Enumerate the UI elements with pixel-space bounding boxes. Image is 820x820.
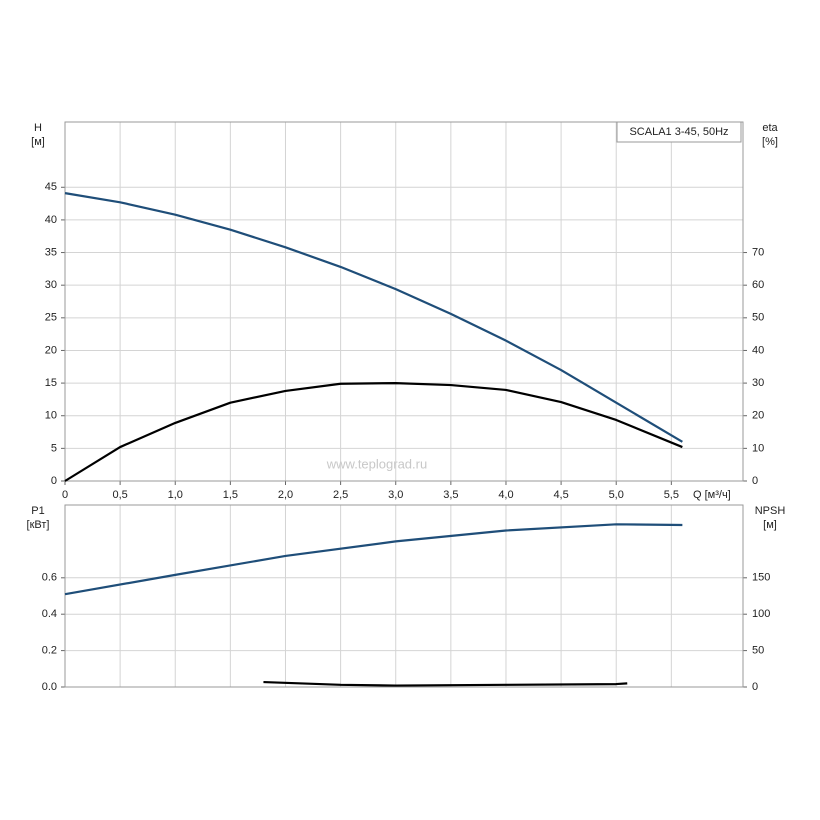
series-line [64, 523, 683, 596]
y-tick-label: 0.0 [42, 681, 57, 693]
x-tick-label: 0,5 [112, 489, 127, 501]
y2-axis-unit: [%] [762, 136, 778, 148]
x-tick-label: 1,0 [168, 489, 183, 501]
y-tick-label: 5 [51, 442, 57, 454]
series-line [64, 381, 683, 482]
y2-tick-label: 50 [752, 312, 764, 324]
y2-axis-label: eta [762, 122, 778, 134]
y-tick-label: 0.6 [42, 572, 57, 584]
y-tick-label: 45 [45, 181, 57, 193]
x-tick-label: 2,5 [333, 489, 348, 501]
x-tick-label: 0 [62, 489, 68, 501]
x-axis-label: Q [м³/ч] [693, 489, 731, 501]
plot-frame [64, 504, 744, 688]
y2-axis-label: NPSH [755, 505, 786, 517]
x-tick-label: 4,0 [498, 489, 513, 501]
y2-tick-label: 150 [752, 572, 770, 584]
y-tick-label: 30 [45, 279, 57, 291]
x-tick-label: 3,0 [388, 489, 403, 501]
y2-tick-label: 70 [752, 246, 764, 258]
x-tick-label: 5,0 [609, 489, 624, 501]
y-tick-label: 20 [45, 344, 57, 356]
legend-title: SCALA1 3-45, 50Hz [629, 126, 728, 138]
y2-tick-label: 40 [752, 344, 764, 356]
x-tick-label: 5,5 [664, 489, 679, 501]
y-axis-label: H [34, 122, 42, 134]
y-axis-unit: [кВт] [27, 519, 50, 531]
y-tick-label: 15 [45, 377, 57, 389]
series-line [64, 192, 683, 443]
series-line [263, 680, 628, 687]
watermark: www.teplograd.ru [326, 456, 427, 471]
y2-tick-label: 50 [752, 645, 764, 657]
y2-tick-label: 10 [752, 442, 764, 454]
y-tick-label: 0.4 [42, 608, 57, 620]
x-tick-label: 2,0 [278, 489, 293, 501]
y2-axis-unit: [м] [763, 519, 777, 531]
y-tick-label: 25 [45, 312, 57, 324]
y2-tick-label: 20 [752, 410, 764, 422]
x-tick-label: 4,5 [553, 489, 568, 501]
x-tick-label: 3,5 [443, 489, 458, 501]
y2-tick-label: 100 [752, 608, 770, 620]
x-tick-label: 1,5 [223, 489, 238, 501]
y2-tick-label: 0 [752, 681, 758, 693]
legend-box [616, 121, 742, 143]
y-axis-label: P1 [31, 505, 44, 517]
y2-tick-label: 30 [752, 377, 764, 389]
y-tick-label: 0 [51, 475, 57, 487]
y-tick-label: 0.2 [42, 645, 57, 657]
y2-tick-label: 0 [752, 475, 758, 487]
plot-frame [64, 121, 744, 482]
y-tick-label: 35 [45, 246, 57, 258]
y-tick-label: 40 [45, 214, 57, 226]
y2-tick-label: 60 [752, 279, 764, 291]
y-tick-label: 10 [45, 410, 57, 422]
y-axis-unit: [м] [31, 136, 45, 148]
